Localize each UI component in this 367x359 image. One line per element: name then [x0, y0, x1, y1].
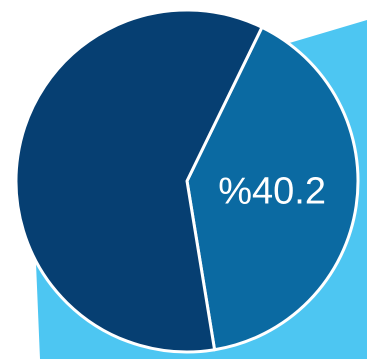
pie-slice [14, 8, 264, 354]
pie: %40.2 [14, 8, 360, 354]
value-label: %40.2 [218, 171, 326, 213]
pie-slice [185, 25, 360, 352]
